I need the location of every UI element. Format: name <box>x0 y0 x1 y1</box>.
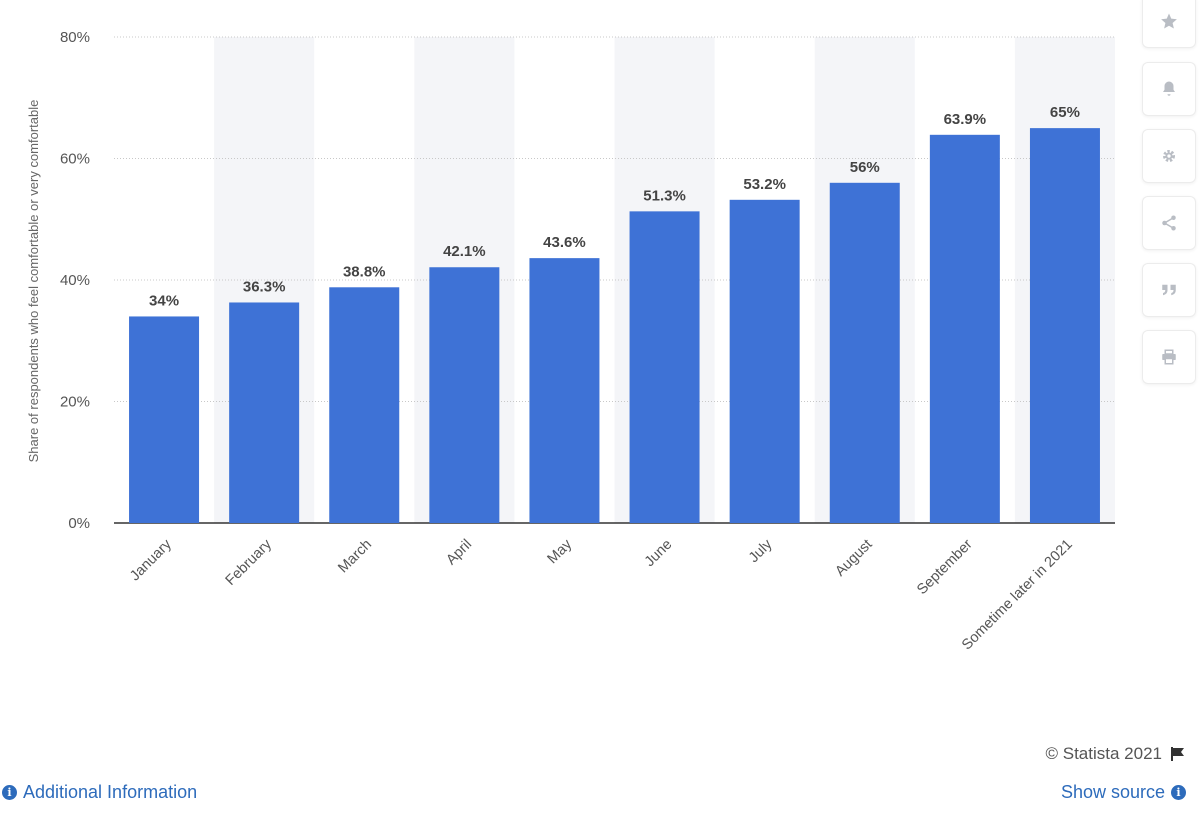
data-label: 42.1% <box>443 243 486 260</box>
flag-icon <box>1171 747 1184 761</box>
data-label: 65% <box>1050 104 1080 121</box>
data-label: 56% <box>850 159 880 176</box>
x-tick-label: June <box>642 537 676 571</box>
credit-text: © Statista 2021 <box>1045 744 1163 763</box>
bar[interactable] <box>529 258 600 523</box>
gear-icon <box>1163 150 1175 162</box>
show-source-text: Show source <box>1060 782 1165 802</box>
favorite-button[interactable] <box>1142 0 1196 48</box>
additional-information-text: Additional Information <box>23 782 198 802</box>
show-source-link[interactable]: Show source i <box>1061 782 1186 803</box>
bar-chart: 34% 36.3% 38.8% 42.1% 43.6% 51.3% 53.2% 56% 63.9… <box>26 29 1115 654</box>
notification-button[interactable] <box>1142 62 1196 116</box>
data-label: 43.6% <box>543 234 586 251</box>
x-tick-label: January <box>127 536 175 584</box>
data-label: 34% <box>149 292 179 309</box>
data-label: 38.8% <box>343 263 386 280</box>
x-tick-label: August <box>832 537 875 580</box>
y-tick-label: 40% <box>60 272 90 289</box>
data-label: 51.3% <box>643 187 686 204</box>
y-axis-title: Share of respondents who feel comfortabl… <box>26 100 41 463</box>
print-icon <box>1162 349 1176 365</box>
print-button[interactable] <box>1142 330 1196 384</box>
y-tick-label: 0% <box>68 515 90 532</box>
data-label: 36.3% <box>243 278 286 295</box>
star-icon <box>1161 13 1177 29</box>
x-tick-label: Sometime later in 2021 <box>959 537 1076 654</box>
bar[interactable] <box>129 316 200 523</box>
y-tick-label: 60% <box>60 151 90 168</box>
x-tick-label: May <box>545 536 576 567</box>
info-icon: i <box>2 785 17 800</box>
additional-information-link[interactable]: i Additional Information <box>2 782 197 803</box>
share-button[interactable] <box>1142 196 1196 250</box>
bar[interactable] <box>329 287 400 523</box>
share-icon <box>1162 215 1176 231</box>
bar[interactable] <box>1029 128 1100 523</box>
bar[interactable] <box>229 302 300 523</box>
cite-button[interactable] <box>1142 263 1196 317</box>
quote-icon <box>1162 284 1176 296</box>
x-tick-label: March <box>335 537 375 577</box>
bar[interactable] <box>429 267 500 523</box>
bar[interactable] <box>829 182 900 524</box>
info-icon: i <box>1171 785 1186 800</box>
bar[interactable] <box>629 211 700 524</box>
settings-button[interactable] <box>1142 129 1196 183</box>
data-label: 63.9% <box>944 111 987 128</box>
statista-credit[interactable]: © Statista 2021 <box>1046 744 1187 764</box>
x-tick-label: July <box>746 536 776 566</box>
y-tick-label: 20% <box>60 394 90 411</box>
bar[interactable] <box>929 134 1000 523</box>
x-tick-label: February <box>223 536 276 589</box>
data-label: 53.2% <box>743 176 786 193</box>
bell-icon <box>1163 81 1175 96</box>
x-tick-label: September <box>914 536 976 598</box>
y-tick-label: 80% <box>60 29 90 46</box>
bar[interactable] <box>729 199 800 523</box>
x-tick-label: April <box>443 537 475 569</box>
